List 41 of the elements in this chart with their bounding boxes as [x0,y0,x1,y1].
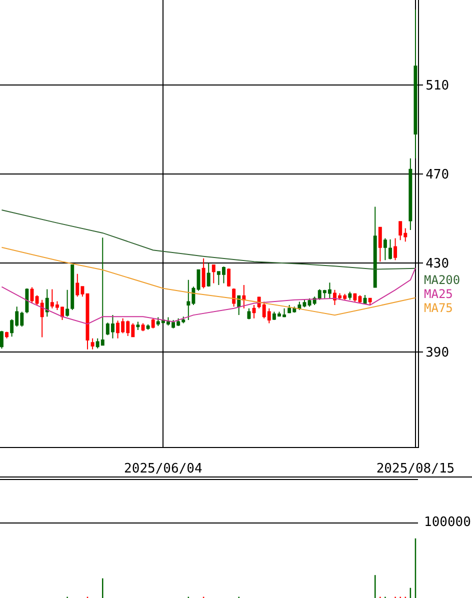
series-label: MA75 [424,301,453,315]
candlestick [408,158,412,231]
y-tick-label: 430 [426,256,450,272]
candlestick [5,331,8,339]
candlestick [373,206,377,288]
candlestick [212,264,216,284]
candlestick [348,291,352,300]
series-label: MA200 [424,273,460,287]
y-tick-label: 390 [426,346,450,361]
line-series [1,210,416,270]
candlestick [368,298,372,306]
candlestick [237,295,241,316]
candlestick [0,330,4,350]
y-tick-label: 510 [426,78,450,94]
candlestick [252,304,256,319]
candlestick [66,289,70,318]
candlestick [363,294,367,304]
candlestick [383,238,387,261]
candlestick [70,264,74,310]
candlestick [232,288,236,308]
candlestick [227,268,231,288]
candlestick [90,338,94,350]
candlestick [388,238,392,260]
line-series [1,246,416,316]
y-tick-label: 470 [426,168,450,183]
candlestick [202,258,206,289]
text: 100000 [424,515,471,530]
candlestick [136,321,140,330]
candlestick [394,238,398,261]
x-tick-label: 2025/08/15 [376,462,455,477]
x-tick-label: 2025/06/04 [124,462,202,477]
line-series [1,267,416,324]
candlestick [378,226,382,262]
candlestick [247,308,251,320]
candlestick [242,284,246,309]
series-label: MA25 [424,287,453,301]
candlestick [25,288,29,314]
candlestick [146,324,150,330]
candlestick [45,288,49,318]
candlestick [206,262,210,288]
candlestick [151,318,155,329]
